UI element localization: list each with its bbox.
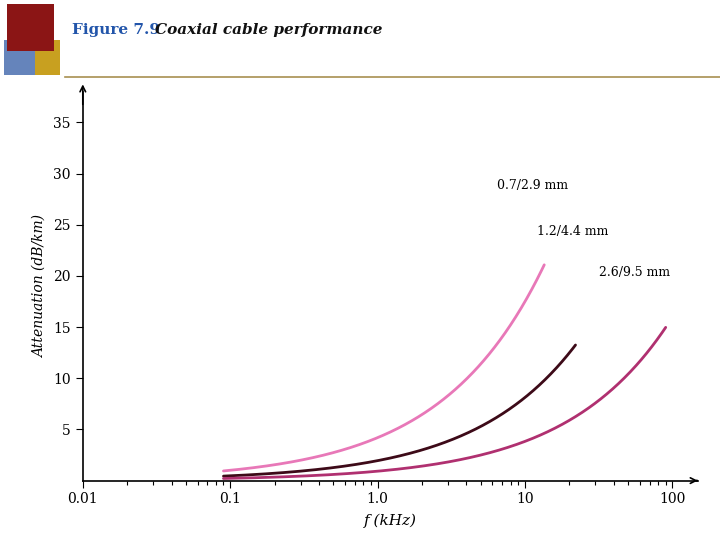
X-axis label: f (kHz): f (kHz) <box>364 514 417 528</box>
FancyBboxPatch shape <box>4 40 40 75</box>
Y-axis label: Attenuation (dB/km): Attenuation (dB/km) <box>32 215 46 357</box>
FancyBboxPatch shape <box>7 4 54 51</box>
Text: Coaxial cable performance: Coaxial cable performance <box>155 23 382 37</box>
Text: 2.6/9.5 mm: 2.6/9.5 mm <box>600 266 670 279</box>
FancyBboxPatch shape <box>35 40 60 75</box>
Text: 0.7/2.9 mm: 0.7/2.9 mm <box>498 179 569 192</box>
Text: Figure 7.9: Figure 7.9 <box>72 23 160 37</box>
Text: 1.2/4.4 mm: 1.2/4.4 mm <box>536 225 608 238</box>
